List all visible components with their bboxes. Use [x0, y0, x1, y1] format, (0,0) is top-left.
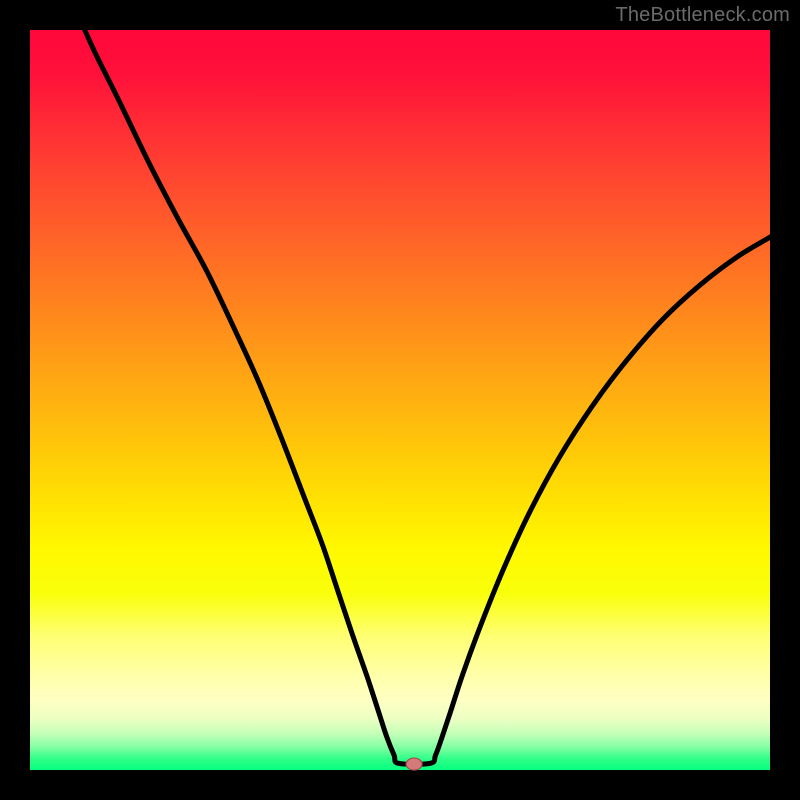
chart-svg — [0, 0, 800, 800]
bottleneck-chart: TheBottleneck.com — [0, 0, 800, 800]
minimum-marker — [406, 758, 422, 770]
attribution-text: TheBottleneck.com — [615, 4, 790, 27]
